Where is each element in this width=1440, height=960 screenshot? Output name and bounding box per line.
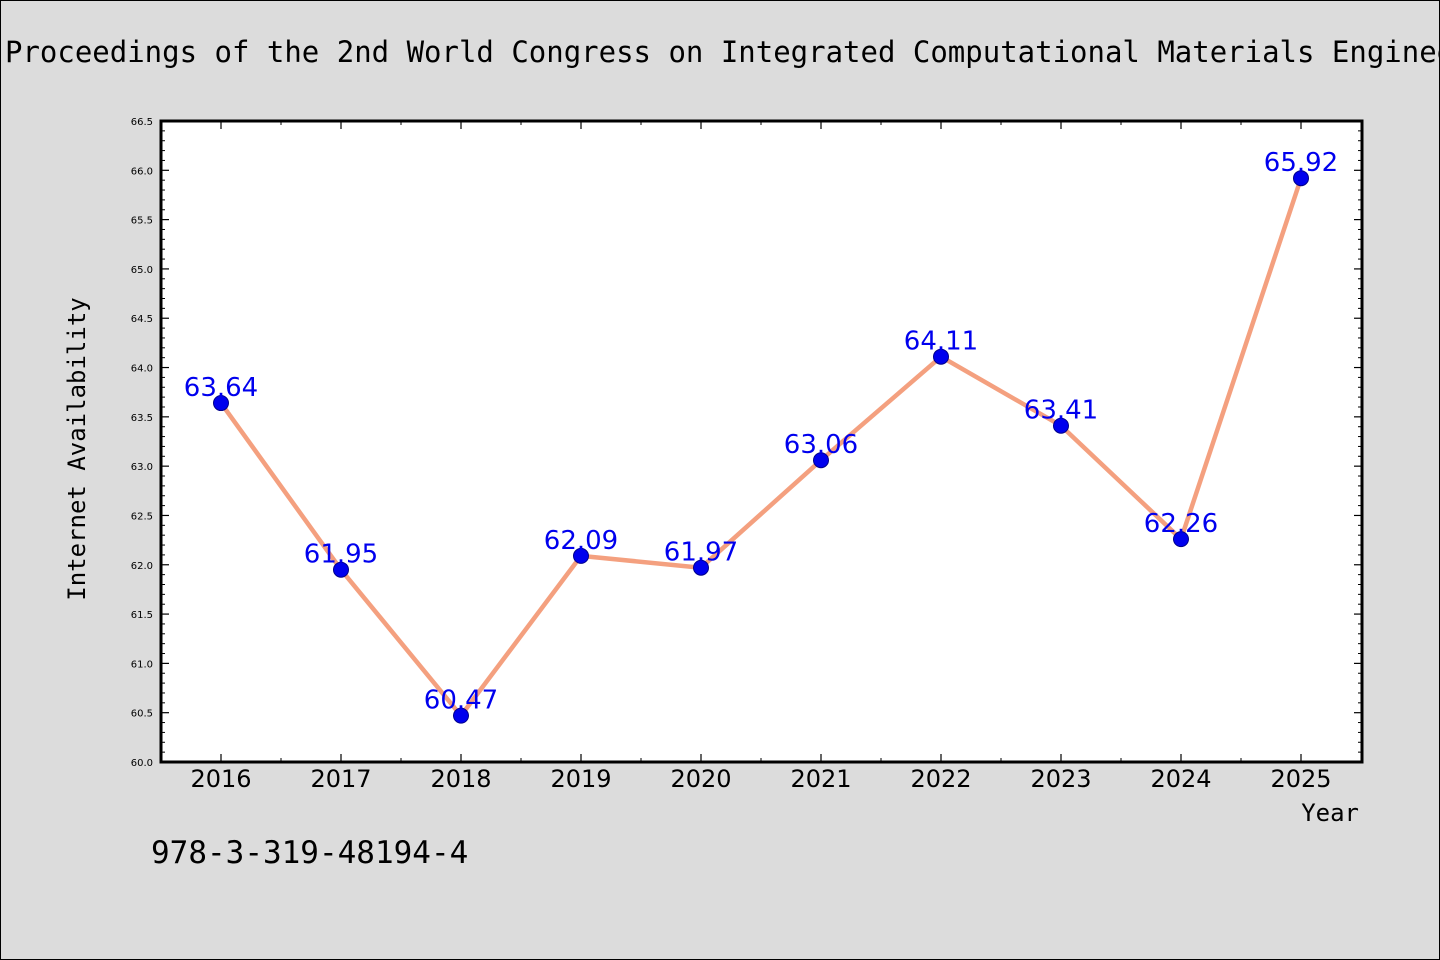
x-tick-label: 2025 [1270, 765, 1331, 793]
data-label-2019: 62.09 [544, 526, 618, 556]
plot-area [159, 119, 1364, 764]
data-point-2025 [1293, 170, 1309, 187]
data-point-2022 [933, 348, 949, 365]
data-labels: 63.64 61.95 60.47 62.09 61.97 63.06 64.11 63.41… [184, 148, 1338, 715]
y-tick-label: 60.5 [131, 709, 153, 720]
data-point-2021 [813, 452, 829, 469]
y-tick-label: 62.0 [131, 561, 153, 572]
data-point-2016 [213, 395, 229, 412]
y-axis: 60.0 60.5 61.0 61.5 62.0 62.5 63.0 63.5 64.0 64.5… [131, 117, 1362, 769]
x-tick-label: 2018 [430, 765, 491, 793]
y-tick-label: 66.0 [131, 166, 153, 177]
y-tick-label: 62.5 [131, 511, 153, 522]
x-tick-label: 2023 [1030, 765, 1091, 793]
y-tick-label: 65.5 [131, 216, 153, 227]
y-tick-label: 61.0 [131, 659, 153, 670]
data-point-2019 [573, 547, 589, 564]
series-line [219, 177, 1304, 718]
data-label-2025: 65.92 [1264, 148, 1338, 178]
data-point-2024 [1173, 531, 1189, 548]
y-tick-label: 64.0 [131, 364, 153, 375]
x-axis-label: Year [1301, 799, 1359, 827]
y-tick-label: 63.5 [131, 413, 153, 424]
chart-title: Proceedings of the 2nd World Congress on… [5, 35, 1440, 69]
isbn-text: 978-3-319-48194-4 [151, 835, 469, 871]
data-point-2017 [333, 561, 349, 578]
data-label-2024: 62.26 [1144, 509, 1218, 539]
data-label-2022: 64.11 [904, 327, 978, 357]
x-tick-label: 2016 [190, 765, 251, 793]
data-point-2020 [693, 559, 709, 576]
data-label-2017: 61.95 [304, 540, 378, 570]
data-label-2021: 63.06 [784, 430, 858, 460]
data-label-2018: 60.47 [424, 686, 498, 716]
y-tick-label: 61.5 [131, 610, 153, 621]
y-tick-label: 65.0 [131, 265, 153, 276]
data-label-2016: 63.64 [184, 373, 258, 403]
data-label-2023: 63.41 [1024, 396, 1098, 426]
x-tick-label: 2017 [310, 765, 371, 793]
y-axis-label: Internet Availability [63, 297, 91, 600]
x-tick-label: 2019 [550, 765, 611, 793]
x-tick-label: 2024 [1150, 765, 1211, 793]
x-axis: 2016 2017 2018 2019 2020 2021 2022 2023 2024 2025 [190, 121, 1362, 793]
x-tick-label: 2021 [790, 765, 851, 793]
data-label-2020: 61.97 [664, 538, 738, 568]
x-tick-label: 2020 [670, 765, 731, 793]
series-markers [213, 170, 1309, 724]
data-point-2018 [453, 707, 469, 724]
y-tick-label: 66.5 [131, 117, 153, 128]
y-tick-label: 60.0 [131, 758, 153, 769]
data-point-2023 [1053, 417, 1069, 434]
y-tick-label: 64.5 [131, 314, 153, 325]
y-tick-label: 63.0 [131, 462, 153, 473]
x-tick-label: 2022 [910, 765, 971, 793]
